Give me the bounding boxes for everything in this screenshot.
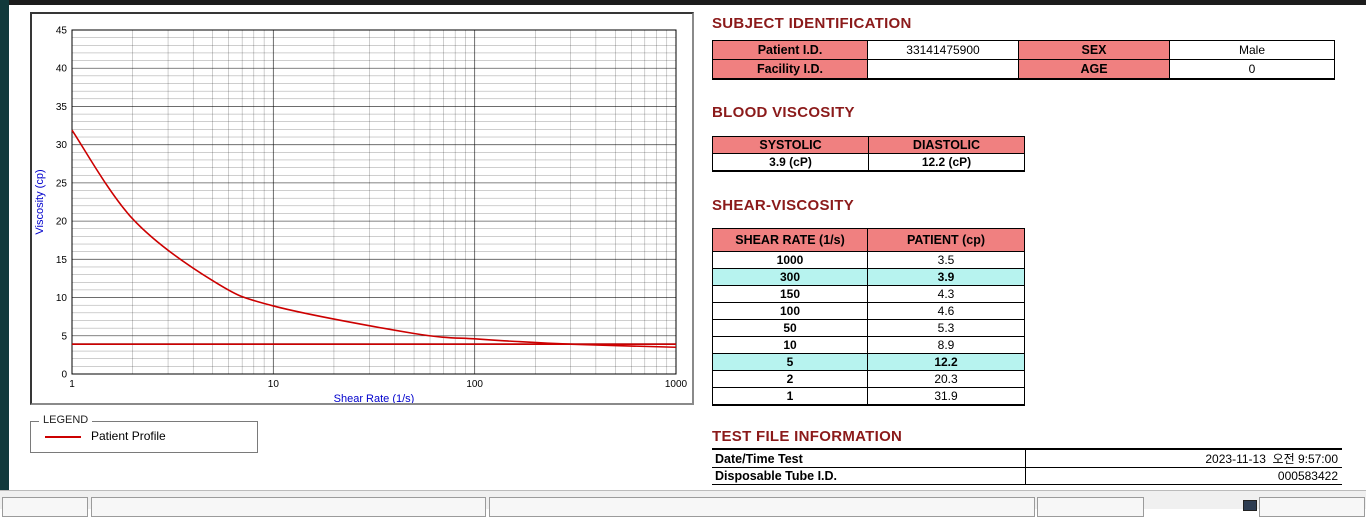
svg-text:45: 45 [56, 26, 68, 37]
sex-label: SEX [1018, 40, 1170, 60]
systolic-value: 3.9 (cP) [712, 153, 869, 171]
bottom-button-4[interactable] [1037, 497, 1144, 517]
table-row: 100 4.6 [712, 302, 1025, 320]
patient-value-cell: 4.6 [867, 302, 1025, 320]
date-time-label: Date/Time Test [712, 449, 1026, 468]
subject-identification-table: Patient I.D. 33141475900 SEX Male Facili… [712, 40, 1335, 80]
date-time-value: 2023-11-13 오전 9:57:00 [1025, 449, 1342, 468]
age-value: 0 [1169, 59, 1335, 79]
table-row: SYSTOLIC DIASTOLIC [712, 136, 1025, 154]
shear-viscosity-table: SHEAR RATE (1/s) PATIENT (cp) 1000 3.5 3… [712, 228, 1025, 406]
table-row: Facility I.D. AGE 0 [712, 59, 1335, 79]
svg-text:Shear Rate (1/s): Shear Rate (1/s) [334, 393, 415, 403]
bottom-button-2[interactable] [91, 497, 486, 517]
patient-value-cell: 5.3 [867, 319, 1025, 337]
viscosity-chart-panel: 0 5 10 15 20 25 30 35 40 45 1 10 100 1000 Shear Rate (… [30, 12, 694, 405]
table-row: 2 20.3 [712, 370, 1025, 388]
patient-id-label: Patient I.D. [712, 40, 868, 60]
table-row: 3.9 (cP) 12.2 (cP) [712, 153, 1025, 171]
legend: LEGEND Patient Profile [30, 414, 258, 453]
shear-rate-cell: 2 [712, 370, 868, 388]
svg-text:35: 35 [56, 102, 68, 113]
tube-id-label: Disposable Tube I.D. [712, 467, 1026, 485]
shear-rate-cell: 10 [712, 336, 868, 354]
patient-value-cell: 3.5 [867, 251, 1025, 269]
shear-rate-cell: 1000 [712, 251, 868, 269]
blood-viscosity-table: SYSTOLIC DIASTOLIC 3.9 (cP) 12.2 (cP) [712, 136, 1025, 172]
patient-value-cell: 3.9 [867, 268, 1025, 286]
legend-title: LEGEND [39, 414, 93, 426]
patient-cp-header: PATIENT (cp) [867, 228, 1025, 252]
table-row: 5 12.2 [712, 353, 1025, 371]
svg-text:10: 10 [56, 293, 68, 304]
patient-profile-line-sample [45, 436, 81, 438]
shear-rate-cell: 150 [712, 285, 868, 303]
svg-text:Viscosity (cp): Viscosity (cp) [34, 169, 46, 234]
table-row: Patient I.D. 33141475900 SEX Male [712, 40, 1335, 60]
viscosity-chart: 0 5 10 15 20 25 30 35 40 45 1 10 100 1000 Shear Rate (… [34, 26, 688, 404]
bottom-button-5[interactable] [1259, 497, 1365, 517]
diastolic-header: DIASTOLIC [868, 136, 1025, 154]
svg-text:10: 10 [268, 379, 280, 390]
patient-id-value: 33141475900 [867, 40, 1019, 60]
shear-rate-cell: 5 [712, 353, 868, 371]
svg-text:20: 20 [56, 217, 68, 228]
svg-text:30: 30 [56, 140, 68, 151]
patient-value-cell: 20.3 [867, 370, 1025, 388]
patient-value-cell: 31.9 [867, 387, 1025, 405]
svg-text:5: 5 [61, 331, 67, 342]
age-label: AGE [1018, 59, 1170, 79]
test-file-information-table: Date/Time Test 2023-11-13 오전 9:57:00 Dis… [712, 448, 1342, 485]
table-row: 1 31.9 [712, 387, 1025, 405]
bottom-button-1[interactable] [2, 497, 88, 517]
svg-text:1000: 1000 [665, 379, 688, 390]
svg-text:0: 0 [61, 370, 67, 381]
patient-value-cell: 8.9 [867, 336, 1025, 354]
facility-id-label: Facility I.D. [712, 59, 868, 79]
svg-text:40: 40 [56, 64, 68, 75]
sex-value: Male [1169, 40, 1335, 60]
top-edge-bar [0, 0, 1366, 5]
table-row: Date/Time Test 2023-11-13 오전 9:57:00 [712, 449, 1342, 468]
bottom-button-3[interactable] [489, 497, 1035, 517]
shear-rate-cell: 100 [712, 302, 868, 320]
test-file-information-heading: TEST FILE INFORMATION [712, 428, 903, 445]
table-header-row: SHEAR RATE (1/s) PATIENT (cp) [712, 228, 1025, 252]
shear-viscosity-heading: SHEAR-VISCOSITY [712, 197, 855, 214]
table-row: 50 5.3 [712, 319, 1025, 337]
shear-rate-cell: 1 [712, 387, 868, 405]
shear-rate-cell: 50 [712, 319, 868, 337]
svg-text:15: 15 [56, 255, 68, 266]
systolic-header: SYSTOLIC [712, 136, 869, 154]
left-edge-bar [0, 0, 9, 491]
table-row: 300 3.9 [712, 268, 1025, 286]
facility-id-value [867, 59, 1019, 79]
patient-value-cell: 12.2 [867, 353, 1025, 371]
blood-viscosity-heading: BLOOD VISCOSITY [712, 104, 855, 121]
table-row: 10 8.9 [712, 336, 1025, 354]
svg-text:25: 25 [56, 178, 68, 189]
svg-text:1: 1 [69, 379, 75, 390]
subject-identification-heading: SUBJECT IDENTIFICATION [712, 15, 912, 32]
svg-text:100: 100 [466, 379, 483, 390]
patient-value-cell: 4.3 [867, 285, 1025, 303]
table-row: 1000 3.5 [712, 251, 1025, 269]
shear-rate-header: SHEAR RATE (1/s) [712, 228, 868, 252]
table-row: 150 4.3 [712, 285, 1025, 303]
shear-rate-cell: 300 [712, 268, 868, 286]
table-row: Disposable Tube I.D. 000583422 [712, 467, 1342, 485]
mini-status-icon[interactable] [1243, 500, 1257, 511]
legend-series-label: Patient Profile [91, 429, 166, 443]
tube-id-value: 000583422 [1025, 467, 1342, 485]
bottom-bar [0, 490, 1366, 517]
diastolic-value: 12.2 (cP) [868, 153, 1025, 171]
